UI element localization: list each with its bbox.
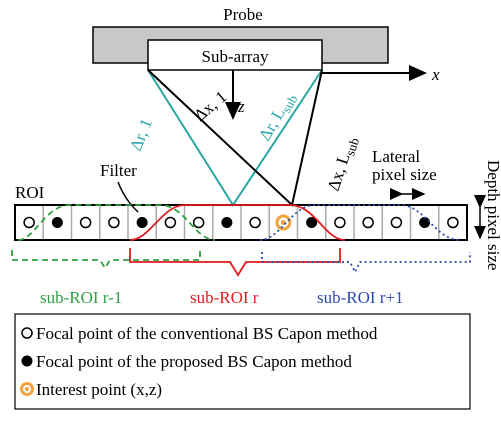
beam-lateral — [147, 69, 323, 207]
brace — [129, 248, 341, 277]
brace — [261, 252, 471, 275]
proposed-point — [51, 217, 63, 228]
z-label: z — [237, 97, 245, 116]
roi-label: ROI — [15, 183, 45, 202]
beam-label: Δr, 1 — [126, 116, 156, 154]
sub-roi-label: sub-ROI r — [190, 288, 259, 307]
beam-label-sub: sub — [342, 136, 362, 158]
proposed-point — [136, 217, 148, 228]
lateral-label: Lateral — [372, 147, 420, 166]
filter-curve — [129, 204, 346, 241]
legend-symbol — [21, 327, 33, 339]
conventional-point — [390, 216, 403, 229]
brace — [11, 250, 201, 270]
probe-label: Probe — [223, 5, 263, 24]
conventional-point — [249, 216, 261, 229]
conventional-point — [192, 216, 205, 229]
conventional-point — [334, 216, 346, 229]
conventional-point — [108, 216, 120, 229]
proposed-point — [419, 217, 431, 228]
sub-roi-label: sub-ROI r-1 — [40, 288, 122, 307]
filter-label: Filter — [100, 161, 137, 180]
beam-label: Δx, 1 — [190, 87, 230, 125]
conventional-point — [164, 216, 177, 229]
proposed-point — [221, 217, 233, 228]
beam-label: Δx, Lsub — [324, 134, 362, 194]
legend-text: Focal point of the proposed BS Capon met… — [36, 352, 352, 371]
sub-array-label: Sub-array — [201, 47, 269, 66]
proposed-point — [306, 217, 318, 228]
lateral-label: pixel size — [372, 165, 437, 184]
conventional-point — [362, 216, 374, 229]
legend-text: Interest point (x,z) — [36, 380, 162, 399]
filter-pointer — [117, 181, 139, 213]
beam-label-main: Δx, L — [324, 151, 354, 193]
depth-label: Depth pixel size — [484, 160, 501, 270]
sub-roi-label: sub-ROI r+1 — [317, 288, 404, 307]
legend-box — [14, 313, 471, 410]
legend-text: Focal point of the conventional BS Capon… — [36, 324, 378, 343]
legend-symbol — [25, 387, 29, 391]
filter-curve — [259, 204, 461, 241]
sub-array — [147, 39, 323, 71]
conventional-point — [23, 216, 35, 229]
roi — [23, 205, 459, 240]
x-label: x — [431, 65, 440, 84]
conventional-point — [79, 216, 92, 229]
legend-symbol — [21, 355, 33, 367]
conventional-point — [447, 216, 459, 229]
filter-curve — [17, 204, 216, 241]
